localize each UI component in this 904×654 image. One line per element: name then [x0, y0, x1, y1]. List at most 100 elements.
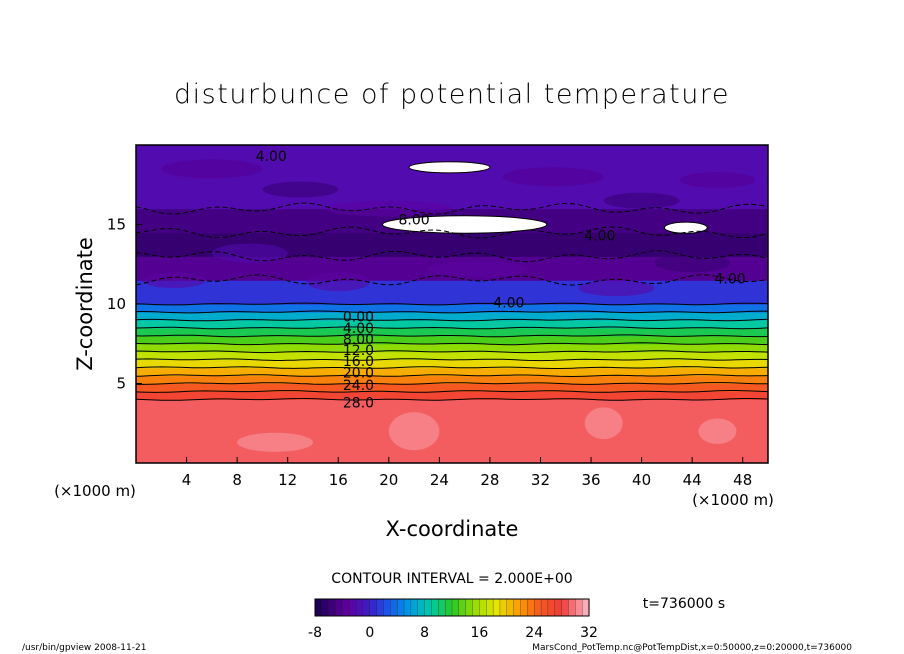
y-axis-ticks: 5 10 15: [107, 216, 142, 393]
colorbar-tick-2: 8: [420, 625, 429, 641]
x-tick-label-0: 4: [182, 471, 192, 489]
footer-left: /usr/bin/gpview 2008-11-21: [22, 643, 146, 653]
colorbar-cell-24: [479, 598, 487, 617]
colorbar-cell-0: [314, 598, 323, 617]
colorbar-cell-14: [410, 598, 419, 617]
contour-line-14: [136, 250, 768, 263]
contour-label-1: 8.00: [398, 213, 429, 229]
colorbar-cell-34: [547, 598, 556, 617]
colorbar-cell-7: [362, 598, 371, 617]
colorbar-frame: [314, 598, 590, 617]
contour-label-8: 12.0: [343, 343, 374, 359]
x-tick-label-9: 40: [632, 471, 651, 489]
colorbar-cell-13: [403, 598, 412, 617]
colorbar-cell-16: [424, 598, 433, 617]
colorbar-cell-38: [575, 598, 583, 617]
patch-2: [325, 200, 452, 217]
colorbar-cell-18: [438, 598, 446, 617]
band-0: [136, 399, 768, 463]
x-tick-label-7: 32: [531, 471, 550, 489]
x-tick-label-11: 48: [733, 471, 752, 489]
y-tick-label-1: 10: [107, 295, 126, 313]
contour-label-6: 4.00: [343, 321, 374, 337]
patch-10: [654, 253, 731, 273]
patch-14: [698, 418, 737, 444]
chart-title: disturbunce of potential temperature: [174, 79, 730, 110]
colorbar-cell-4: [342, 598, 350, 617]
colorbar-tick-5: 32: [580, 625, 598, 641]
x-tick-label-6: 28: [480, 471, 499, 489]
colorbar-cell-28: [506, 598, 515, 617]
colorbar-cell-36: [561, 598, 569, 617]
colorbar-cell-3: [335, 598, 343, 617]
y-tick-label-2: 15: [107, 216, 126, 234]
band-2: [136, 383, 768, 393]
colorbar-cell-5: [349, 598, 357, 617]
contour-label-12: 28.0: [343, 396, 374, 412]
patch-3: [502, 167, 604, 187]
colorbar-cell-35: [554, 598, 563, 617]
patch-9: [306, 272, 370, 292]
colorbar-cell-20: [451, 598, 460, 617]
colorbar-cell-21: [458, 598, 467, 617]
x-tick-label-2: 12: [278, 471, 297, 489]
colorbar-cell-6: [355, 598, 364, 617]
colorbar-cell-11: [390, 598, 398, 617]
contour-line-12: [136, 302, 768, 306]
band-10: [136, 319, 768, 329]
band-9: [136, 327, 768, 337]
white-region-2: [663, 221, 708, 234]
patch-6: [211, 243, 288, 263]
colorbar-cell-30: [520, 598, 528, 617]
patch-4: [603, 192, 680, 209]
colorbar-cell-37: [568, 598, 576, 617]
colorbar-cell-9: [376, 598, 385, 617]
x-tick-label-8: 36: [581, 471, 600, 489]
colorbar-cell-25: [486, 598, 494, 617]
band-1: [136, 391, 768, 400]
patch-15: [237, 432, 313, 452]
field-texture: [142, 159, 756, 452]
patch-5: [679, 172, 756, 188]
colorbar: [314, 598, 590, 617]
contour-line-4: [136, 366, 768, 369]
colorbar-cell-15: [417, 598, 426, 617]
contour-line-3: [136, 374, 768, 378]
contour-line-13: [136, 274, 768, 286]
contour-label-7: 8.00: [343, 332, 374, 348]
colorbar-cell-10: [383, 598, 391, 617]
contour-line-2: [136, 382, 768, 385]
contour-label-10: 20.0: [343, 365, 374, 381]
x-axis-ticks: 4 8 12 16 20 24 28 32 36 40 44 48: [182, 457, 752, 489]
contour-label-11: 24.0: [343, 378, 374, 394]
contour-label-2: 4.00: [584, 229, 615, 245]
band-3: [136, 375, 768, 385]
x-tick-label-5: 24: [430, 471, 449, 489]
band-8: [136, 335, 768, 345]
contour-line-11: [136, 310, 768, 314]
band-13: [136, 280, 768, 305]
band-6: [136, 351, 768, 361]
patch-11: [142, 272, 206, 289]
colorbar-cell-22: [465, 598, 474, 617]
contour-label-9: 16.0: [343, 354, 374, 370]
contour-line-0: [136, 398, 768, 401]
footer-right: MarsCond_PotTemp.nc@PotTempDist,x=0:5000…: [532, 643, 852, 653]
colorbar-cell-31: [527, 598, 535, 617]
patch-13: [584, 407, 623, 440]
contour-label-3: 4.00: [714, 272, 745, 288]
y-tick-label-0: 5: [116, 375, 126, 393]
x-unit-label-right: (×1000 m): [692, 491, 774, 509]
white-region-1: [381, 215, 548, 234]
patch-7: [426, 261, 528, 277]
band-11: [136, 311, 768, 321]
plot-area: [136, 145, 768, 463]
contour-line-9: [136, 326, 768, 330]
colorbar-cell-32: [534, 598, 542, 617]
patch-12: [388, 412, 440, 451]
colorbar-ticks: -8 0 8 16 24 32: [308, 625, 598, 641]
time-label: t=736000 s: [643, 596, 725, 612]
y-axis-label: Z-coordinate: [73, 237, 97, 371]
y-unit-label-left: (×1000 m): [54, 482, 136, 500]
